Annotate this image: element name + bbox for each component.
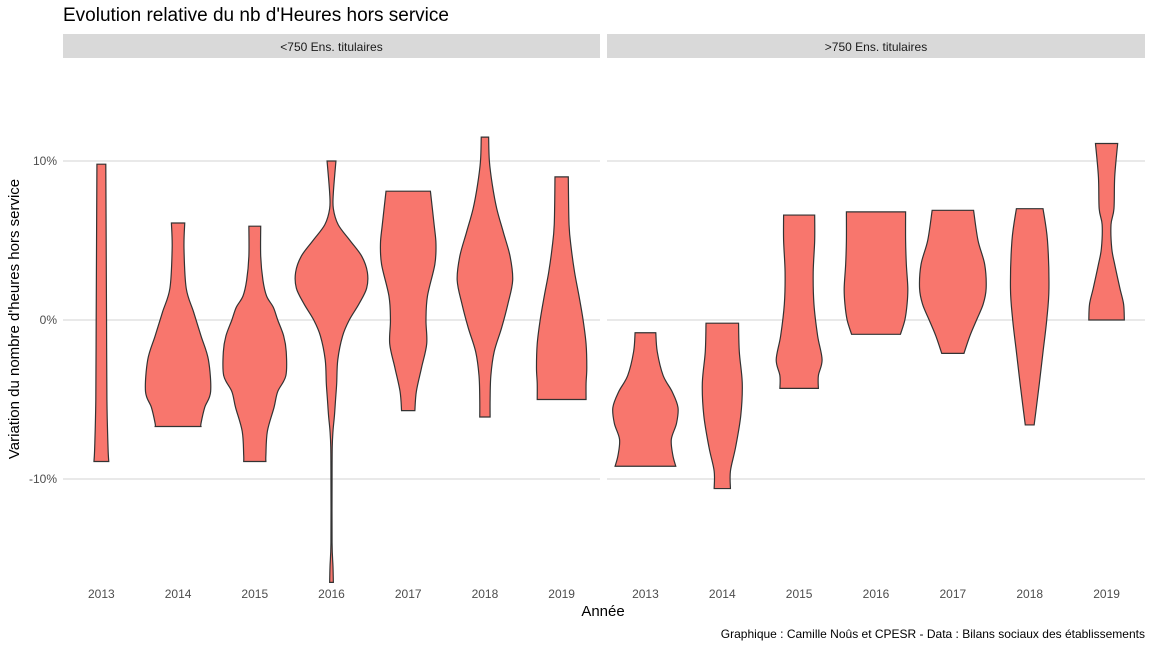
strip-left (63, 34, 600, 58)
strip-right (607, 34, 1145, 58)
panel-left: <750 Ens. titulaires 2013 2014 2015 2016 201… (63, 34, 600, 601)
x-tick-label: 2016 (863, 587, 890, 601)
chart-caption: Graphique : Camille Noûs et CPESR - Data… (721, 627, 1145, 641)
violins-right (612, 142, 1125, 490)
x-tick-label: 2018 (1016, 587, 1043, 601)
violin-2014 (144, 222, 212, 428)
violin-2019 (1088, 142, 1125, 321)
x-tick-label: 2016 (318, 587, 345, 601)
violin-2013 (612, 332, 679, 467)
violin-2015 (775, 214, 823, 389)
x-tick-label: 2013 (632, 587, 659, 601)
x-ticks-left: 2013 2014 2015 2016 2017 2018 2019 (88, 587, 575, 601)
y-axis-title: Variation du nombre d'heures hors servic… (6, 179, 23, 459)
violin-2017 (379, 190, 437, 412)
violin-2016 (294, 160, 369, 583)
y-tick-label: 0% (40, 313, 58, 327)
x-tick-label: 2019 (548, 587, 575, 601)
x-tick-label: 2015 (786, 587, 813, 601)
panel-right: >750 Ens. titulaires 2013 2014 2015 2016 201… (607, 34, 1145, 601)
violin-2014 (701, 322, 743, 490)
y-ticks: 10% 0% -10% (29, 154, 57, 486)
violin-2016 (843, 211, 909, 335)
y-tick-label: -10% (29, 472, 57, 486)
x-tick-label: 2014 (709, 587, 736, 601)
x-tick-label: 2018 (472, 587, 499, 601)
chart-title: Evolution relative du nb d'Heures hors s… (63, 5, 449, 26)
x-tick-label: 2015 (241, 587, 268, 601)
x-tick-label: 2017 (940, 587, 967, 601)
violin-2018 (456, 136, 514, 418)
x-ticks-right: 2013 2014 2015 2016 2017 2018 2019 (632, 587, 1120, 601)
violin-2017 (918, 209, 987, 354)
strip-left-label: <750 Ens. titulaires (280, 40, 382, 54)
violin-2019 (535, 176, 588, 401)
x-tick-label: 2019 (1093, 587, 1120, 601)
violins-left (93, 136, 588, 583)
x-tick-label: 2017 (395, 587, 422, 601)
violin-2018 (1009, 208, 1050, 426)
strip-right-label: >750 Ens. titulaires (825, 40, 927, 54)
violin-2015 (222, 225, 288, 463)
x-tick-label: 2014 (165, 587, 192, 601)
violin-2013 (93, 163, 110, 463)
x-tick-label: 2013 (88, 587, 115, 601)
y-tick-label: 10% (33, 154, 57, 168)
x-axis-title: Année (581, 603, 624, 620)
